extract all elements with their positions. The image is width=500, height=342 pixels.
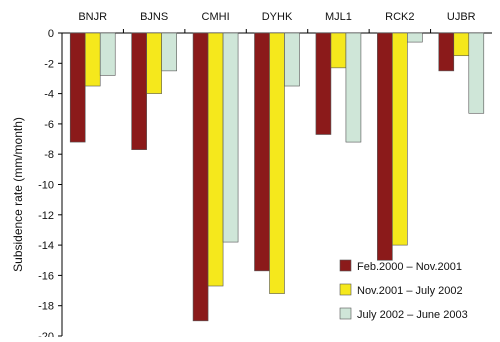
- bar-dyhk-series-2: [269, 32, 285, 294]
- bar-ujbr-series-1: [438, 32, 455, 72]
- y-tick-label: 0: [48, 28, 54, 40]
- bar-bnjr-series-1: [69, 32, 86, 143]
- category-label: UJBR: [447, 11, 476, 23]
- bar-cmhi-series-3: [222, 32, 239, 243]
- bar-dyhk-series-3: [284, 32, 300, 87]
- bar-bjns-series-3: [161, 32, 177, 72]
- y-tick-label: -10: [38, 180, 54, 192]
- bar-rck2-series-3: [407, 32, 423, 43]
- y-axis-title: Subsidence rate (mm/month): [11, 117, 25, 272]
- y-tick-label: -20: [38, 331, 54, 337]
- category-label: BNJR: [78, 11, 107, 23]
- legend-label: July 2002 – June 2003: [357, 309, 468, 321]
- bar-rck2-series-2: [392, 32, 408, 246]
- bar-dyhk-series-1: [254, 32, 270, 272]
- category-label: DYHK: [262, 11, 293, 23]
- y-tick-label: -8: [44, 149, 54, 161]
- y-tick-label: -14: [38, 240, 54, 252]
- bar-ujbr-series-3: [468, 32, 485, 114]
- bar-bnjr-series-2: [84, 32, 101, 87]
- legend-swatch: [339, 307, 352, 320]
- category-label: BJNS: [140, 11, 168, 23]
- category-label: MJL1: [325, 11, 352, 23]
- bar-ujbr-series-2: [453, 32, 470, 57]
- bar-mjl1-series-1: [315, 32, 332, 135]
- bar-rck2-series-1: [377, 32, 393, 261]
- category-label: CMHI: [202, 11, 230, 23]
- bar-cmhi-series-2: [207, 32, 224, 287]
- y-tick-label: -12: [38, 210, 54, 222]
- legend-swatch: [339, 283, 352, 296]
- legend: Feb.2000 – Nov.2001 Nov.2001 – July 2002 J…: [339, 259, 468, 321]
- bar-bjns-series-1: [131, 32, 147, 150]
- bar-mjl1-series-2: [330, 32, 347, 69]
- y-tick-label: -18: [38, 301, 54, 313]
- bar-bnjr-series-3: [99, 32, 116, 76]
- plot-area: 0 -2 -4 -6 -8 -10 -12 -14 -16 -18 -20 BNJR BJNS CMHI D…: [38, 11, 492, 342]
- y-tick-label: -6: [44, 119, 54, 131]
- legend-label: Nov.2001 – July 2002: [357, 285, 463, 297]
- legend-label: Feb.2000 – Nov.2001: [357, 261, 462, 273]
- category-label: RCK2: [385, 11, 414, 23]
- y-tick-label: -16: [38, 270, 54, 282]
- bar-bjns-series-2: [146, 32, 162, 94]
- bar-mjl1-series-3: [345, 32, 362, 143]
- y-tick-label: -4: [44, 89, 54, 101]
- bar-cmhi-series-1: [192, 32, 209, 322]
- legend-swatch: [339, 259, 352, 272]
- y-tick-label: -2: [44, 58, 54, 70]
